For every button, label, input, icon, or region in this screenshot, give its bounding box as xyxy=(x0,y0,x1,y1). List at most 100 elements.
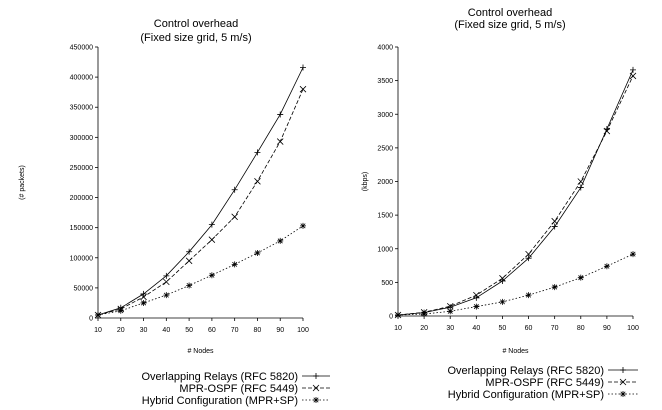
data-point xyxy=(499,278,506,285)
x-axis-label: # Nodes xyxy=(502,348,529,355)
series-line xyxy=(397,75,634,316)
data-point xyxy=(276,138,284,145)
legend-label: Hybrid Configuration (MPR+SP) xyxy=(448,389,604,401)
data-point xyxy=(446,302,454,310)
legend-marker xyxy=(620,367,626,373)
chart-title: Control overhead xyxy=(154,18,238,30)
data-point xyxy=(208,221,215,228)
y-tick-label: 200000 xyxy=(70,195,93,202)
data-point xyxy=(231,213,238,221)
data-point xyxy=(163,278,170,286)
data-point xyxy=(525,255,532,262)
legend-marker xyxy=(619,378,627,386)
data-point xyxy=(603,127,611,135)
x-tick-label: 30 xyxy=(446,325,454,332)
y-tick-label: 1000 xyxy=(377,246,393,253)
data-point xyxy=(254,149,261,156)
chart-2: Control overhead(Fixed size grid, 5 m/s)… xyxy=(362,7,639,401)
data-point xyxy=(473,291,480,299)
data-point xyxy=(630,66,636,73)
series-3 xyxy=(95,222,306,318)
legend-label: MPR-OSPF (RFC 5449) xyxy=(485,377,604,389)
x-tick-label: 30 xyxy=(140,327,148,334)
x-tick-label: 60 xyxy=(208,327,216,334)
data-point xyxy=(163,272,170,279)
data-point xyxy=(551,217,558,225)
y-tick-label: 2000 xyxy=(377,179,393,186)
data-point xyxy=(277,111,284,118)
data-point xyxy=(231,261,238,268)
legend-marker xyxy=(313,373,319,379)
x-tick-label: 80 xyxy=(577,325,585,332)
y-tick-label: 350000 xyxy=(70,105,93,112)
y-tick-label: 1500 xyxy=(377,213,393,220)
legend-label: Hybrid Configuration (MPR+SP) xyxy=(142,395,298,407)
chart-1: Control overhead (Fixed size grid, 5 m/s)… xyxy=(19,18,330,407)
data-point xyxy=(447,308,454,315)
x-tick-label: 40 xyxy=(472,325,480,332)
data-point xyxy=(525,250,532,258)
y-tick-label: 250000 xyxy=(70,165,93,172)
y-tick-label: 500 xyxy=(381,280,393,287)
chart-subtitle: (Fixed size grid, 5 m/s) xyxy=(140,32,251,44)
data-point xyxy=(630,251,636,258)
legend-label: MPR-OSPF (RFC 5449) xyxy=(179,383,298,395)
series-2 xyxy=(94,85,307,319)
y-axis-label: (kbps) xyxy=(362,172,369,191)
x-tick-label: 40 xyxy=(162,327,170,334)
data-point xyxy=(95,311,101,318)
x-tick-label: 80 xyxy=(254,327,262,334)
data-point xyxy=(300,222,306,229)
y-tick-label: 400000 xyxy=(70,75,93,82)
data-point xyxy=(629,72,637,80)
x-tick-label: 10 xyxy=(94,327,102,334)
x-tick-label: 20 xyxy=(420,325,428,332)
legend-marker xyxy=(313,397,319,403)
series-line xyxy=(97,89,304,316)
data-point xyxy=(525,292,532,299)
data-point xyxy=(473,303,480,310)
x-tick-label: 100 xyxy=(297,327,309,334)
data-point xyxy=(186,248,193,255)
series-3 xyxy=(395,251,636,318)
legend-label: Overlapping Relays (RFC 5820) xyxy=(141,371,298,383)
y-tick-label: 100000 xyxy=(70,255,93,262)
y-tick-label: 3500 xyxy=(377,78,393,85)
x-tick-label: 90 xyxy=(276,327,284,334)
x-tick-label: 90 xyxy=(603,325,611,332)
data-point xyxy=(395,311,401,318)
legend-marker xyxy=(312,384,320,392)
y-tick-label: 300000 xyxy=(70,135,93,142)
data-point xyxy=(421,310,428,317)
x-tick-label: 60 xyxy=(525,325,533,332)
x-tick-label: 50 xyxy=(185,327,193,334)
y-tick-label: 50000 xyxy=(74,285,94,292)
data-point xyxy=(473,294,480,301)
data-point xyxy=(254,178,261,185)
y-tick-label: 0 xyxy=(389,314,393,321)
data-point xyxy=(577,184,584,191)
data-point xyxy=(117,307,124,314)
data-point xyxy=(163,292,170,299)
x-tick-label: 10 xyxy=(394,325,402,332)
chart-subtitle: (Fixed size grid, 5 m/s) xyxy=(454,19,565,31)
data-point xyxy=(208,272,215,279)
data-point xyxy=(140,293,147,301)
data-point xyxy=(299,85,307,93)
data-point xyxy=(300,64,306,71)
legend-label: Overlapping Relays (RFC 5820) xyxy=(447,365,604,377)
y-axis-label: (# packets) xyxy=(19,165,26,200)
data-point xyxy=(186,282,193,289)
y-tick-label: 450000 xyxy=(70,45,93,52)
x-tick-label: 70 xyxy=(551,325,559,332)
series-2 xyxy=(394,72,637,319)
y-tick-label: 0 xyxy=(89,316,93,323)
series-line xyxy=(397,69,634,316)
data-point xyxy=(499,275,506,282)
data-point xyxy=(254,249,261,256)
y-tick-label: 3000 xyxy=(377,112,393,119)
x-tick-label: 20 xyxy=(117,327,125,334)
series-line xyxy=(97,225,304,316)
data-point xyxy=(277,237,284,244)
